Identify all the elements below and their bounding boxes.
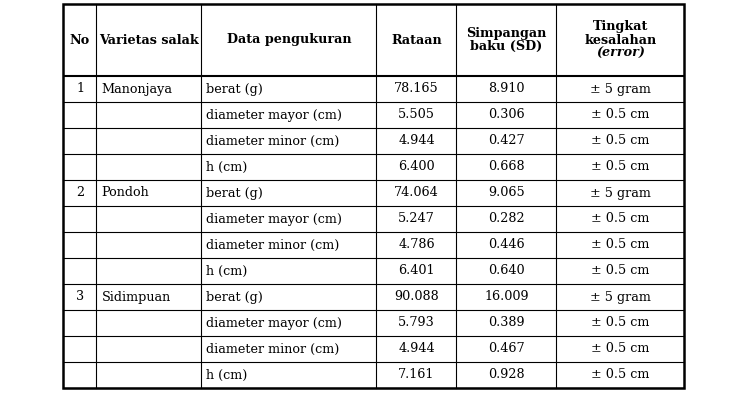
- Text: 0.640: 0.640: [488, 265, 525, 278]
- Text: ± 0.5 cm: ± 0.5 cm: [592, 160, 650, 173]
- Text: 0.446: 0.446: [488, 238, 525, 251]
- Text: 7.161: 7.161: [399, 369, 435, 381]
- Text: 3: 3: [76, 291, 84, 303]
- Text: 4.786: 4.786: [398, 238, 435, 251]
- Text: 0.668: 0.668: [488, 160, 525, 173]
- Text: 6.400: 6.400: [398, 160, 435, 173]
- Text: diameter mayor (cm): diameter mayor (cm): [206, 316, 343, 329]
- Text: 4.944: 4.944: [398, 135, 435, 147]
- Text: 6.401: 6.401: [398, 265, 435, 278]
- Text: ± 0.5 cm: ± 0.5 cm: [592, 316, 650, 329]
- Text: diameter minor (cm): diameter minor (cm): [206, 135, 340, 147]
- Text: berat (g): berat (g): [206, 291, 263, 303]
- Text: diameter mayor (cm): diameter mayor (cm): [206, 109, 343, 122]
- Text: 5.793: 5.793: [398, 316, 435, 329]
- Text: ± 0.5 cm: ± 0.5 cm: [592, 135, 650, 147]
- Text: ± 5 gram: ± 5 gram: [590, 82, 651, 95]
- Text: 0.282: 0.282: [488, 213, 525, 225]
- Text: ± 5 gram: ± 5 gram: [590, 187, 651, 200]
- Text: h (cm): h (cm): [206, 160, 248, 173]
- Text: Sidimpuan: Sidimpuan: [102, 291, 171, 303]
- Text: diameter mayor (cm): diameter mayor (cm): [206, 213, 343, 225]
- Text: 1: 1: [76, 82, 84, 95]
- Text: ± 0.5 cm: ± 0.5 cm: [592, 109, 650, 122]
- Text: baku (SD): baku (SD): [470, 40, 542, 53]
- Text: 4.944: 4.944: [398, 343, 435, 356]
- Text: 0.928: 0.928: [488, 369, 525, 381]
- Text: 74.064: 74.064: [394, 187, 439, 200]
- Text: 0.306: 0.306: [488, 109, 525, 122]
- Text: Data pengukuran: Data pengukuran: [227, 34, 352, 46]
- Text: 0.389: 0.389: [488, 316, 525, 329]
- Text: h (cm): h (cm): [206, 369, 248, 381]
- Text: berat (g): berat (g): [206, 82, 263, 95]
- Text: 16.009: 16.009: [484, 291, 529, 303]
- Text: 90.088: 90.088: [394, 291, 439, 303]
- Text: Tingkat: Tingkat: [593, 20, 649, 33]
- Text: 5.505: 5.505: [398, 109, 435, 122]
- Text: 78.165: 78.165: [394, 82, 439, 95]
- Text: 9.065: 9.065: [488, 187, 525, 200]
- Text: Rataan: Rataan: [391, 34, 442, 46]
- Text: 0.467: 0.467: [488, 343, 525, 356]
- Text: Manonjaya: Manonjaya: [102, 82, 173, 95]
- Text: (error): (error): [596, 47, 645, 60]
- Text: ± 5 gram: ± 5 gram: [590, 291, 651, 303]
- Text: 0.427: 0.427: [488, 135, 525, 147]
- Text: kesalahan: kesalahan: [584, 34, 657, 46]
- Text: No: No: [70, 34, 90, 46]
- Text: 5.247: 5.247: [398, 213, 435, 225]
- Text: berat (g): berat (g): [206, 187, 263, 200]
- Text: ± 0.5 cm: ± 0.5 cm: [592, 238, 650, 251]
- Text: Pondoh: Pondoh: [102, 187, 150, 200]
- Text: ± 0.5 cm: ± 0.5 cm: [592, 265, 650, 278]
- Text: ± 0.5 cm: ± 0.5 cm: [592, 369, 650, 381]
- Text: ± 0.5 cm: ± 0.5 cm: [592, 213, 650, 225]
- Text: diameter minor (cm): diameter minor (cm): [206, 238, 340, 251]
- Text: 2: 2: [76, 187, 84, 200]
- Text: ± 0.5 cm: ± 0.5 cm: [592, 343, 650, 356]
- Text: Varietas salak: Varietas salak: [99, 34, 199, 46]
- Text: h (cm): h (cm): [206, 265, 248, 278]
- Text: 8.910: 8.910: [488, 82, 525, 95]
- Text: diameter minor (cm): diameter minor (cm): [206, 343, 340, 356]
- Text: Simpangan: Simpangan: [466, 27, 547, 40]
- Bar: [64, 4, 684, 388]
